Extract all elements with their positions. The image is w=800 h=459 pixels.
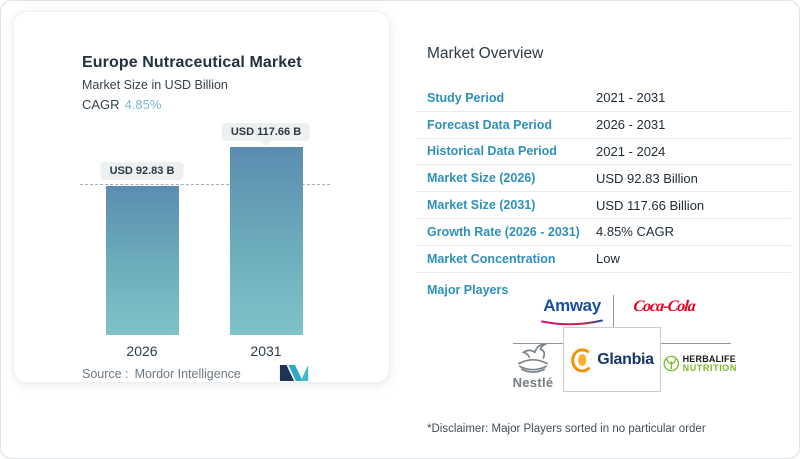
source-line: Source : Mordor Intelligence bbox=[82, 367, 241, 381]
row-value: 4.85% CAGR bbox=[596, 224, 675, 240]
value-text-2026: USD 92.83 B bbox=[109, 165, 175, 178]
value-text-2031: USD 117.66 B bbox=[230, 125, 302, 138]
overview-table: Study Period 2021 - 2031 Forecast Data P… bbox=[416, 85, 791, 273]
players-connector-right bbox=[660, 343, 731, 344]
row-value: USD 92.83 Billion bbox=[596, 170, 698, 186]
table-row: Market Size (2031) USD 117.66 Billion bbox=[416, 192, 791, 219]
herbalife-wordmark: HERBALIFE bbox=[682, 353, 736, 364]
row-value: Low bbox=[596, 251, 620, 267]
cagr-label: CAGR bbox=[82, 97, 120, 112]
glanbia-wordmark: Glanbia bbox=[597, 350, 654, 368]
major-players-label: Major Players bbox=[427, 283, 509, 297]
coca-cola-logo: Coca-Cola bbox=[632, 298, 696, 315]
bar-2031 bbox=[230, 146, 303, 335]
herbalife-logo: HERBALIFE NUTRITION bbox=[663, 354, 737, 373]
nestle-logo: Nestlé bbox=[504, 341, 562, 390]
value-label-2026: USD 92.83 B bbox=[100, 162, 184, 181]
table-row: Historical Data Period 2021 - 2024 bbox=[416, 139, 791, 166]
disclaimer-text: *Disclaimer: Major Players sorted in no … bbox=[427, 423, 706, 435]
value-label-2031: USD 117.66 B bbox=[221, 122, 311, 146]
x-axis-label-2026: 2026 bbox=[126, 343, 158, 359]
cagr-line: CAGR 4.85% bbox=[82, 97, 161, 112]
row-label: Market Size (2031) bbox=[427, 198, 536, 213]
bar-2026 bbox=[106, 186, 179, 335]
row-label: Forecast Data Period bbox=[427, 117, 553, 132]
glanbia-mark-icon bbox=[571, 347, 591, 372]
row-value: 2026 - 2031 bbox=[596, 117, 666, 133]
table-row: Growth Rate (2026 - 2031) 4.85% CAGR bbox=[416, 219, 791, 246]
amway-wordmark: Amway bbox=[543, 296, 601, 315]
chart-title: Europe Nutraceutical Market bbox=[82, 54, 302, 71]
row-value: USD 117.66 Billion bbox=[596, 197, 705, 213]
row-label: Market Concentration bbox=[427, 251, 556, 266]
bar-chart: USD 92.83 B USD 117.66 B 2026 2031 bbox=[14, 12, 389, 382]
source-label: Source : bbox=[82, 367, 129, 381]
row-value: 2021 - 2031 bbox=[596, 90, 666, 106]
players-connector-left bbox=[513, 343, 563, 344]
x-axis-label-2031: 2031 bbox=[250, 343, 282, 359]
mordor-intelligence-logo-icon bbox=[279, 364, 309, 381]
amway-logo: Amway bbox=[539, 297, 605, 332]
row-label: Study Period bbox=[427, 90, 505, 105]
source-value: Mordor Intelligence bbox=[134, 367, 241, 381]
nestle-nest-icon bbox=[518, 343, 548, 373]
glanbia-logo: Glanbia bbox=[563, 327, 661, 392]
nestle-wordmark: Nestlé bbox=[512, 375, 554, 390]
chart-card: Europe Nutraceutical Market Market Size … bbox=[13, 11, 390, 383]
table-row: Market Concentration Low bbox=[416, 246, 791, 273]
row-label: Growth Rate (2026 - 2031) bbox=[427, 224, 580, 239]
row-value: 2021 - 2024 bbox=[596, 143, 666, 159]
amway-swoosh-icon bbox=[541, 319, 603, 326]
overview-heading: Market Overview bbox=[427, 45, 544, 62]
herbalife-leaf-icon bbox=[663, 355, 680, 372]
row-label: Historical Data Period bbox=[427, 144, 557, 159]
row-label: Market Size (2026) bbox=[427, 171, 536, 186]
cagr-value: 4.85% bbox=[124, 97, 162, 112]
chart-subtitle: Market Size in USD Billion bbox=[82, 78, 228, 92]
pill-pointer-notch bbox=[260, 140, 271, 146]
table-row: Study Period 2021 - 2031 bbox=[416, 85, 791, 112]
herbalife-nutrition-text: NUTRITION bbox=[682, 362, 737, 373]
players-connector-vertical bbox=[613, 295, 614, 327]
table-row: Forecast Data Period 2026 - 2031 bbox=[416, 112, 791, 139]
table-row: Market Size (2026) USD 92.83 Billion bbox=[416, 165, 791, 193]
reference-dashed-line bbox=[80, 184, 330, 186]
